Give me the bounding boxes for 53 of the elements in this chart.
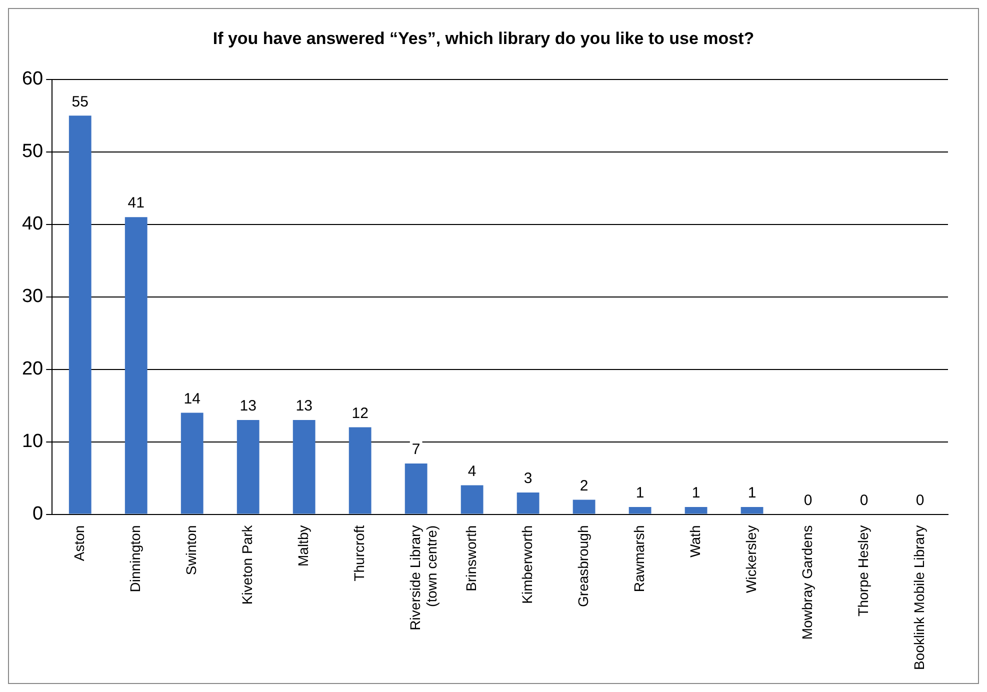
x-tick-label: Rawmarsh bbox=[630, 525, 647, 592]
data-label: 1 bbox=[692, 484, 700, 502]
x-tick-label: Thurcroft bbox=[350, 525, 367, 582]
data-label: 14 bbox=[184, 390, 200, 408]
data-label: 0 bbox=[860, 492, 868, 509]
y-tick-label: 30 bbox=[22, 286, 44, 308]
x-tick-label: Booklink Mobile Library bbox=[910, 525, 927, 670]
bar bbox=[740, 507, 764, 514]
bar bbox=[348, 427, 372, 514]
data-label: 2 bbox=[580, 477, 588, 494]
y-tick-label: 10 bbox=[22, 431, 44, 452]
bar bbox=[628, 507, 652, 514]
bar bbox=[292, 420, 316, 514]
x-tick-label: Swinton bbox=[182, 525, 199, 576]
bar bbox=[684, 507, 708, 514]
data-label: 41 bbox=[128, 194, 144, 212]
bar bbox=[236, 420, 260, 514]
x-tick-label: Wath bbox=[686, 525, 703, 558]
x-tick-label: Kiveton Park bbox=[238, 524, 255, 605]
bar bbox=[460, 485, 484, 514]
data-label: 1 bbox=[636, 484, 644, 502]
x-tick-label: Dinnington bbox=[126, 525, 143, 592]
data-label: 7 bbox=[412, 441, 420, 458]
y-tick-label: 50 bbox=[22, 141, 44, 162]
bar bbox=[124, 217, 148, 514]
bar bbox=[572, 500, 596, 514]
x-tick-label: Brinsworth bbox=[462, 525, 479, 592]
chart-title: If you have answered “Yes”, which library do you like to use most? bbox=[212, 28, 754, 48]
bar bbox=[404, 464, 428, 514]
x-tick-label: Wickersley bbox=[742, 525, 759, 593]
x-tick-label: Riverside Library (town centre) bbox=[406, 525, 440, 630]
data-label: 55 bbox=[72, 93, 88, 110]
y-tick-label: 40 bbox=[22, 214, 44, 235]
data-label: 13 bbox=[240, 398, 256, 415]
data-label: 1 bbox=[748, 484, 756, 502]
x-tick-label: Thorpe Hesley bbox=[854, 525, 871, 616]
data-label: 3 bbox=[524, 470, 532, 488]
data-label: 0 bbox=[916, 492, 924, 509]
y-tick-label: 0 bbox=[32, 504, 44, 525]
bar bbox=[180, 412, 204, 514]
x-tick-label: Kimberworth bbox=[518, 525, 535, 604]
x-tick-label: Greasbrough bbox=[574, 525, 591, 607]
bar bbox=[68, 116, 92, 514]
data-label: 12 bbox=[352, 404, 368, 422]
data-label: 13 bbox=[296, 398, 312, 415]
bar bbox=[516, 492, 540, 514]
x-tick-label: Mowbray Gardens bbox=[798, 525, 815, 640]
data-label: 4 bbox=[468, 462, 476, 480]
data-label: 0 bbox=[804, 492, 812, 509]
x-tick-label: Aston bbox=[70, 525, 87, 562]
x-tick-label: Maltby bbox=[294, 525, 311, 567]
y-tick-label: 60 bbox=[22, 68, 44, 90]
y-tick-label: 20 bbox=[22, 358, 44, 380]
